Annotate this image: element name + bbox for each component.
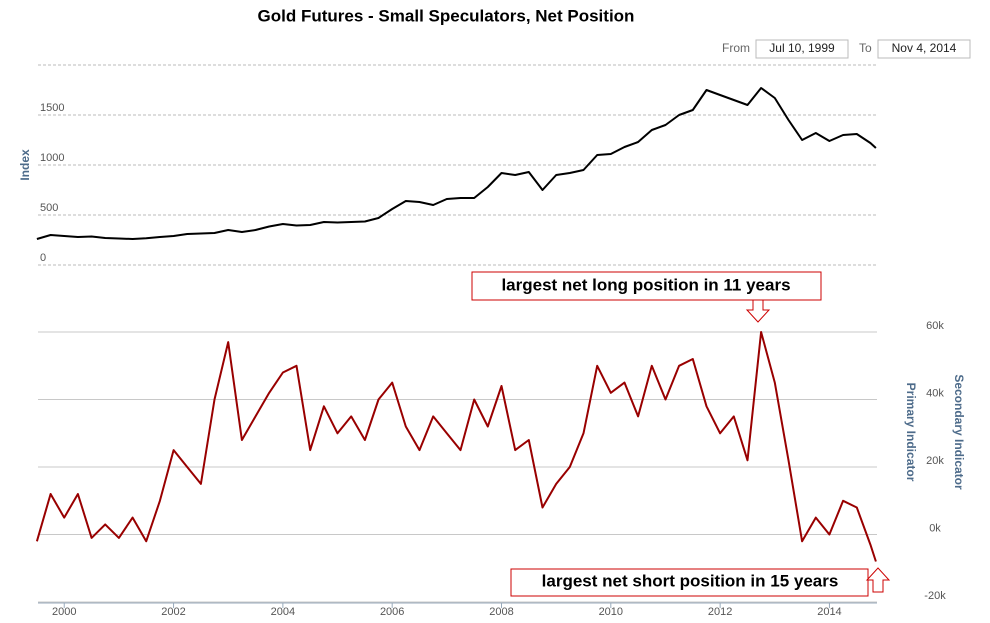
annotation-long: largest net long position in 11 years <box>471 271 822 323</box>
y-tick-label: 1500 <box>40 102 64 114</box>
y-tick-label: 60k <box>926 320 944 332</box>
y-tick-label: -20k <box>924 590 946 602</box>
x-tick-label: 2012 <box>708 606 732 618</box>
x-tick-label: 2000 <box>52 606 76 618</box>
annotation-box <box>471 271 822 301</box>
from-label: From <box>722 41 750 55</box>
x-tick-label: 2010 <box>599 606 623 618</box>
x-tick-label: 2004 <box>271 606 295 618</box>
y-tick-label: 40k <box>926 387 944 399</box>
y-tick-label: 20k <box>926 455 944 467</box>
x-tick-label: 2002 <box>161 606 185 618</box>
y2-axis-title: Secondary Indicator <box>952 374 966 490</box>
chart-title: Gold Futures - Small Speculators, Net Po… <box>258 6 635 25</box>
y-axis-title: Index <box>18 149 32 181</box>
series-line <box>36 87 877 240</box>
x-tick-label: 2008 <box>489 606 513 618</box>
to-input[interactable] <box>877 39 971 59</box>
annotation-short: largest net short position in 15 years <box>510 567 891 597</box>
series-line <box>35 331 877 562</box>
from-date[interactable]: Jul 10, 1999 <box>769 41 835 55</box>
y-tick-label: 1000 <box>40 152 64 164</box>
annotation-text: largest net short position in 15 years <box>542 571 839 590</box>
to-label: To <box>859 41 872 55</box>
from-input[interactable] <box>755 39 849 59</box>
annotation-box <box>510 568 869 597</box>
annotation-arrow <box>865 567 891 593</box>
x-tick-label: 2006 <box>380 606 404 618</box>
y-tick-label: 0k <box>929 522 941 534</box>
y-tick-label: 0 <box>40 252 46 264</box>
annotation-text: largest net long position in 11 years <box>501 275 790 294</box>
to-date[interactable]: Nov 4, 2014 <box>892 41 957 55</box>
y-tick-label: 500 <box>40 202 58 214</box>
x-tick-label: 2014 <box>817 606 841 618</box>
annotation-arrow <box>745 299 771 323</box>
y-axis-title: Primary Indicator <box>904 383 918 482</box>
